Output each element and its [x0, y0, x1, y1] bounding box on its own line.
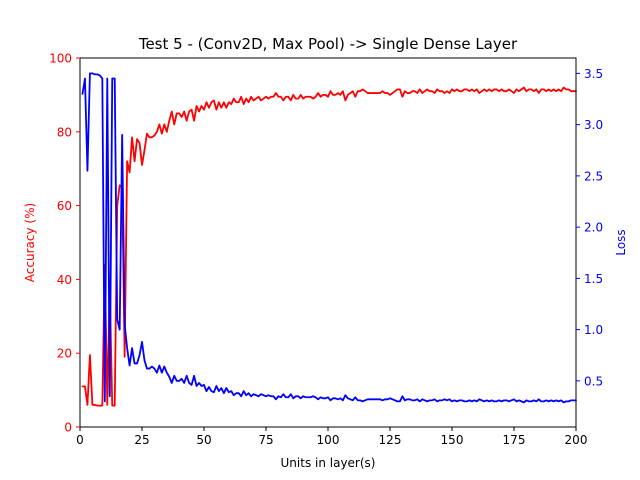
x-tick-label: 100	[317, 433, 340, 447]
y-right-tick-label: 1.5	[584, 272, 603, 286]
accuracy-series-line	[81, 86, 577, 407]
y-axis-right: 0.5 1.0 1.5 2.0 2.5 3.0 3.5	[576, 67, 603, 388]
y-right-tick-label: 0.5	[584, 374, 603, 388]
loss-series-line	[81, 72, 577, 404]
x-tick-label: 150	[441, 433, 464, 447]
y-left-tick-label: 0	[64, 421, 72, 435]
plot-frame	[79, 57, 577, 428]
y-left-tick-label: 60	[57, 199, 72, 213]
y-right-tick-label: 1.0	[584, 323, 603, 337]
x-tick-label: 175	[503, 433, 526, 447]
y-axis-right-label: Loss	[614, 229, 628, 255]
y-right-tick-label: 2.5	[584, 169, 603, 183]
x-tick-label: 25	[134, 433, 149, 447]
x-tick-label: 75	[258, 433, 273, 447]
x-tick-label: 125	[379, 433, 402, 447]
x-axis: 0 25 50 75 100 125 150 175 200	[76, 427, 587, 447]
y-right-tick-label: 3.0	[584, 118, 603, 132]
y-left-tick-label: 40	[57, 273, 72, 287]
y-left-tick-label: 100	[49, 52, 72, 66]
y-left-tick-label: 20	[57, 347, 72, 361]
y-axis-left-label: Accuracy (%)	[23, 203, 37, 282]
series-layer	[81, 72, 577, 407]
x-tick-label: 0	[76, 433, 84, 447]
x-tick-label: 50	[196, 433, 211, 447]
x-axis-label: Units in layer(s)	[281, 456, 376, 470]
x-tick-label: 200	[565, 433, 588, 447]
chart-title: Test 5 - (Conv2D, Max Pool) -> Single De…	[138, 35, 518, 53]
y-left-tick-label: 80	[57, 125, 72, 139]
y-right-tick-label: 2.0	[584, 221, 603, 235]
y-right-tick-label: 3.5	[584, 67, 603, 81]
y-axis-left: 0 20 40 60 80 100	[49, 52, 80, 435]
